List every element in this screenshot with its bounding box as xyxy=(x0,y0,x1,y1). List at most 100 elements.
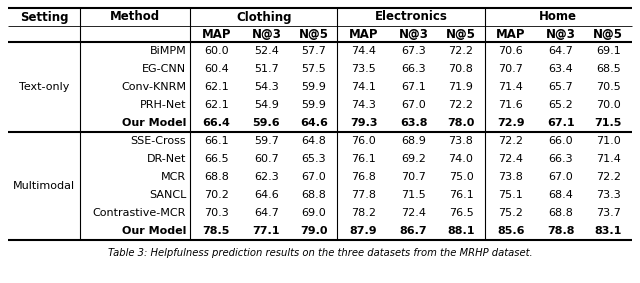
Text: 76.5: 76.5 xyxy=(449,208,474,218)
Text: 75.0: 75.0 xyxy=(449,172,474,182)
Text: 72.2: 72.2 xyxy=(596,172,621,182)
Text: Home: Home xyxy=(540,10,577,23)
Text: 74.0: 74.0 xyxy=(449,154,474,164)
Text: 78.5: 78.5 xyxy=(203,226,230,236)
Text: 72.4: 72.4 xyxy=(499,154,524,164)
Text: 63.4: 63.4 xyxy=(548,64,573,74)
Text: N@3: N@3 xyxy=(546,27,576,40)
Text: 74.1: 74.1 xyxy=(351,82,376,92)
Text: N@3: N@3 xyxy=(252,27,281,40)
Text: 70.3: 70.3 xyxy=(204,208,228,218)
Text: 68.8: 68.8 xyxy=(301,190,326,200)
Text: 67.1: 67.1 xyxy=(401,82,426,92)
Text: EG-CNN: EG-CNN xyxy=(142,64,186,74)
Text: 78.0: 78.0 xyxy=(447,118,475,128)
Text: 66.4: 66.4 xyxy=(202,118,230,128)
Text: 67.1: 67.1 xyxy=(547,118,575,128)
Text: 59.9: 59.9 xyxy=(301,100,326,110)
Text: 71.5: 71.5 xyxy=(595,118,622,128)
Text: 69.0: 69.0 xyxy=(301,208,326,218)
Text: N@5: N@5 xyxy=(446,27,476,40)
Text: Clothing: Clothing xyxy=(236,10,292,23)
Text: 69.1: 69.1 xyxy=(596,46,621,56)
Text: 73.8: 73.8 xyxy=(449,136,474,146)
Text: 75.2: 75.2 xyxy=(499,208,524,218)
Text: N@3: N@3 xyxy=(399,27,429,40)
Text: 59.7: 59.7 xyxy=(254,136,279,146)
Text: 54.3: 54.3 xyxy=(254,82,278,92)
Text: 70.0: 70.0 xyxy=(596,100,621,110)
Text: 87.9: 87.9 xyxy=(350,226,378,236)
Text: Multimodal: Multimodal xyxy=(13,181,76,191)
Text: 79.3: 79.3 xyxy=(350,118,378,128)
Text: 76.0: 76.0 xyxy=(351,136,376,146)
Text: MAP: MAP xyxy=(349,27,378,40)
Text: 51.7: 51.7 xyxy=(254,64,278,74)
Text: 70.8: 70.8 xyxy=(449,64,474,74)
Text: 67.0: 67.0 xyxy=(401,100,426,110)
Text: 70.5: 70.5 xyxy=(596,82,621,92)
Text: MAP: MAP xyxy=(202,27,231,40)
Text: 78.2: 78.2 xyxy=(351,208,376,218)
Text: 77.1: 77.1 xyxy=(253,226,280,236)
Text: 65.2: 65.2 xyxy=(548,100,573,110)
Text: 64.7: 64.7 xyxy=(548,46,573,56)
Text: 66.0: 66.0 xyxy=(548,136,573,146)
Text: 88.1: 88.1 xyxy=(447,226,475,236)
Text: 74.4: 74.4 xyxy=(351,46,376,56)
Text: Text-only: Text-only xyxy=(19,82,69,92)
Text: 73.3: 73.3 xyxy=(596,190,621,200)
Text: N@5: N@5 xyxy=(593,27,623,40)
Text: 73.7: 73.7 xyxy=(596,208,621,218)
Text: 65.3: 65.3 xyxy=(301,154,326,164)
Text: 71.0: 71.0 xyxy=(596,136,621,146)
Text: 72.9: 72.9 xyxy=(497,118,525,128)
Text: 66.1: 66.1 xyxy=(204,136,228,146)
Text: Conv-KNRM: Conv-KNRM xyxy=(121,82,186,92)
Text: 72.2: 72.2 xyxy=(449,100,474,110)
Text: 64.6: 64.6 xyxy=(254,190,278,200)
Text: PRH-Net: PRH-Net xyxy=(140,100,186,110)
Text: 76.1: 76.1 xyxy=(449,190,474,200)
Text: 74.3: 74.3 xyxy=(351,100,376,110)
Text: 68.4: 68.4 xyxy=(548,190,573,200)
Text: 72.2: 72.2 xyxy=(449,46,474,56)
Text: 62.3: 62.3 xyxy=(254,172,278,182)
Text: 54.9: 54.9 xyxy=(254,100,279,110)
Text: 71.4: 71.4 xyxy=(596,154,621,164)
Text: 64.8: 64.8 xyxy=(301,136,326,146)
Text: 64.6: 64.6 xyxy=(300,118,328,128)
Text: 59.9: 59.9 xyxy=(301,82,326,92)
Text: 62.1: 62.1 xyxy=(204,82,228,92)
Text: 64.7: 64.7 xyxy=(254,208,279,218)
Text: 67.0: 67.0 xyxy=(548,172,573,182)
Text: 70.7: 70.7 xyxy=(499,64,524,74)
Text: 77.8: 77.8 xyxy=(351,190,376,200)
Text: 57.7: 57.7 xyxy=(301,46,326,56)
Text: 67.0: 67.0 xyxy=(301,172,326,182)
Text: 71.4: 71.4 xyxy=(499,82,524,92)
Text: 66.3: 66.3 xyxy=(401,64,426,74)
Text: 60.4: 60.4 xyxy=(204,64,228,74)
Text: 78.8: 78.8 xyxy=(547,226,575,236)
Text: 62.1: 62.1 xyxy=(204,100,228,110)
Text: Setting: Setting xyxy=(20,10,68,23)
Text: 69.2: 69.2 xyxy=(401,154,426,164)
Text: 68.9: 68.9 xyxy=(401,136,426,146)
Text: 72.2: 72.2 xyxy=(499,136,524,146)
Text: MCR: MCR xyxy=(161,172,186,182)
Text: 71.6: 71.6 xyxy=(499,100,524,110)
Text: 76.8: 76.8 xyxy=(351,172,376,182)
Text: DR-Net: DR-Net xyxy=(147,154,186,164)
Text: 68.5: 68.5 xyxy=(596,64,621,74)
Text: 79.0: 79.0 xyxy=(300,226,328,236)
Text: 85.6: 85.6 xyxy=(497,226,525,236)
Text: 70.7: 70.7 xyxy=(401,172,426,182)
Text: 76.1: 76.1 xyxy=(351,154,376,164)
Text: 66.3: 66.3 xyxy=(548,154,573,164)
Text: 57.5: 57.5 xyxy=(301,64,326,74)
Text: SSE-Cross: SSE-Cross xyxy=(131,136,186,146)
Text: 71.5: 71.5 xyxy=(401,190,426,200)
Text: N@5: N@5 xyxy=(299,27,329,40)
Text: 75.1: 75.1 xyxy=(499,190,524,200)
